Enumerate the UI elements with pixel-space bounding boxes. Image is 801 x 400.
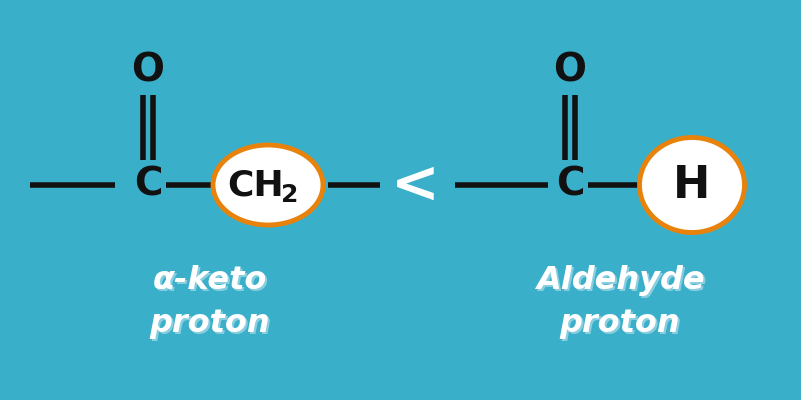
Text: H: H	[674, 164, 710, 206]
Ellipse shape	[213, 145, 323, 225]
Ellipse shape	[639, 138, 744, 232]
Text: Aldehyde
proton: Aldehyde proton	[537, 267, 706, 341]
Text: α-keto
proton: α-keto proton	[150, 265, 270, 339]
Text: O: O	[131, 51, 164, 89]
Text: <: <	[391, 156, 440, 214]
Text: O: O	[553, 51, 586, 89]
Text: α-keto
proton: α-keto proton	[151, 267, 272, 341]
Text: Aldehyde
proton: Aldehyde proton	[536, 265, 704, 339]
Text: 2: 2	[281, 183, 299, 207]
Text: CH: CH	[227, 168, 284, 202]
Text: C: C	[134, 166, 163, 204]
Text: C: C	[556, 166, 584, 204]
